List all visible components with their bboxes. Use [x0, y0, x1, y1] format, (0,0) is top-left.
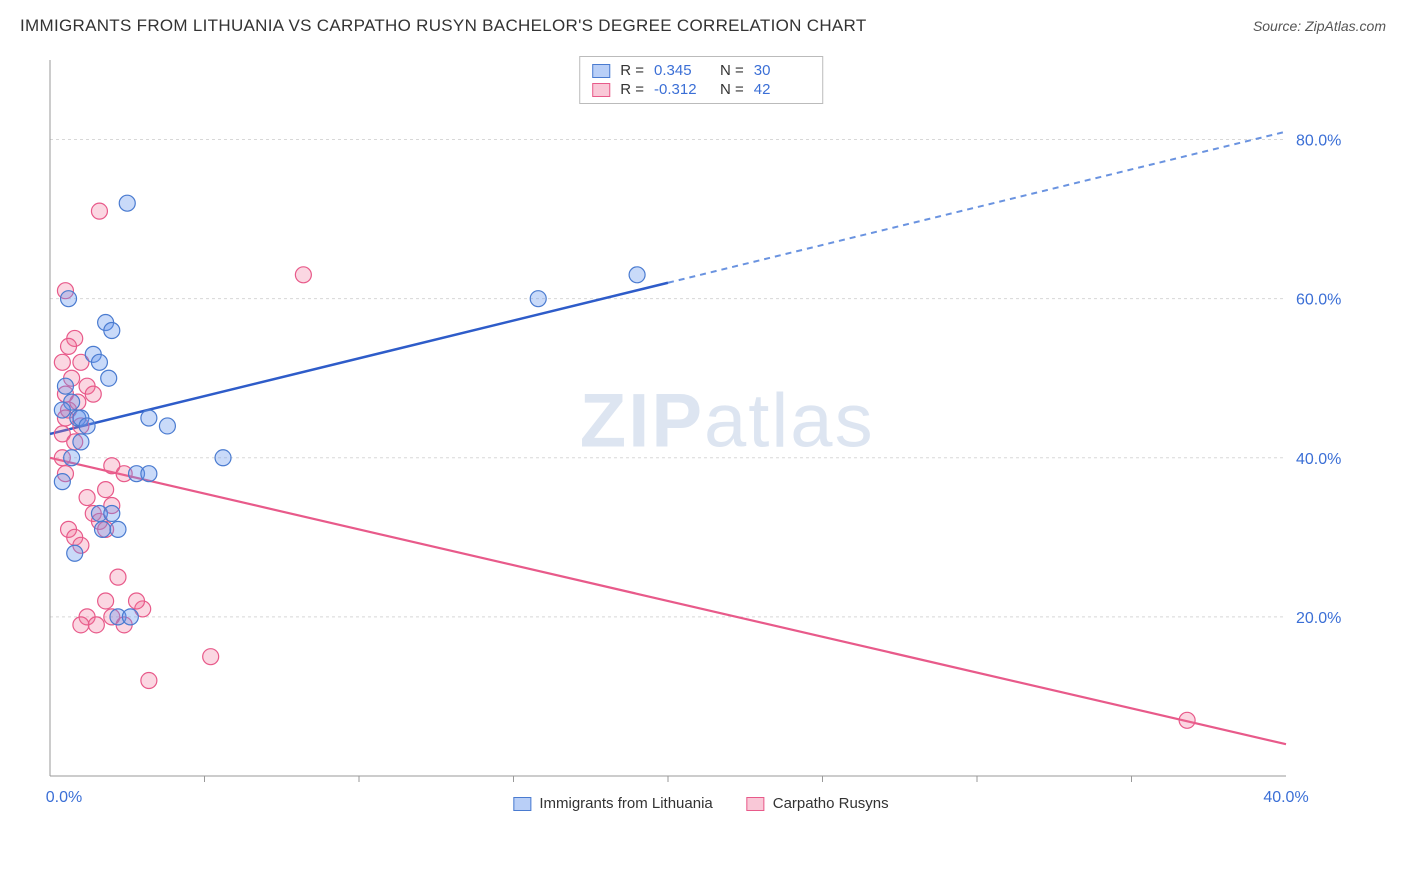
svg-text:0.0%: 0.0% [46, 789, 82, 806]
n-value-pink: 42 [754, 81, 810, 98]
legend-label-blue: Immigrants from Lithuania [539, 795, 712, 812]
swatch-pink-icon [747, 797, 765, 811]
r-value-blue: 0.345 [654, 62, 710, 79]
svg-text:80.0%: 80.0% [1296, 133, 1341, 150]
r-value-pink: -0.312 [654, 81, 710, 98]
svg-text:40.0%: 40.0% [1296, 451, 1341, 468]
r-label: R = [620, 62, 644, 79]
svg-text:60.0%: 60.0% [1296, 292, 1341, 309]
legend-row-blue: R = 0.345 N = 30 [592, 61, 810, 80]
n-label: N = [720, 81, 744, 98]
n-label: N = [720, 62, 744, 79]
legend-label-pink: Carpatho Rusyns [773, 795, 889, 812]
source-label: Source: ZipAtlas.com [1253, 18, 1386, 34]
legend-series: Immigrants from Lithuania Carpatho Rusyn… [513, 795, 888, 812]
legend-correlation-box: R = 0.345 N = 30 R = -0.312 N = 42 [579, 56, 823, 104]
r-label: R = [620, 81, 644, 98]
chart-header: IMMIGRANTS FROM LITHUANIA VS CARPATHO RU… [20, 16, 1386, 36]
legend-item-pink: Carpatho Rusyns [747, 795, 889, 812]
legend-row-pink: R = -0.312 N = 42 [592, 80, 810, 99]
n-value-blue: 30 [754, 62, 810, 79]
svg-text:40.0%: 40.0% [1263, 789, 1308, 806]
legend-item-blue: Immigrants from Lithuania [513, 795, 712, 812]
svg-text:20.0%: 20.0% [1296, 610, 1341, 627]
swatch-blue-icon [592, 64, 610, 78]
chart-area: 20.0%40.0%60.0%80.0%0.0%40.0%Bachelor's … [46, 56, 1356, 816]
swatch-pink-icon [592, 83, 610, 97]
swatch-blue-icon [513, 797, 531, 811]
scatter-plot-svg: 20.0%40.0%60.0%80.0%0.0%40.0%Bachelor's … [46, 56, 1356, 816]
chart-title: IMMIGRANTS FROM LITHUANIA VS CARPATHO RU… [20, 16, 867, 36]
